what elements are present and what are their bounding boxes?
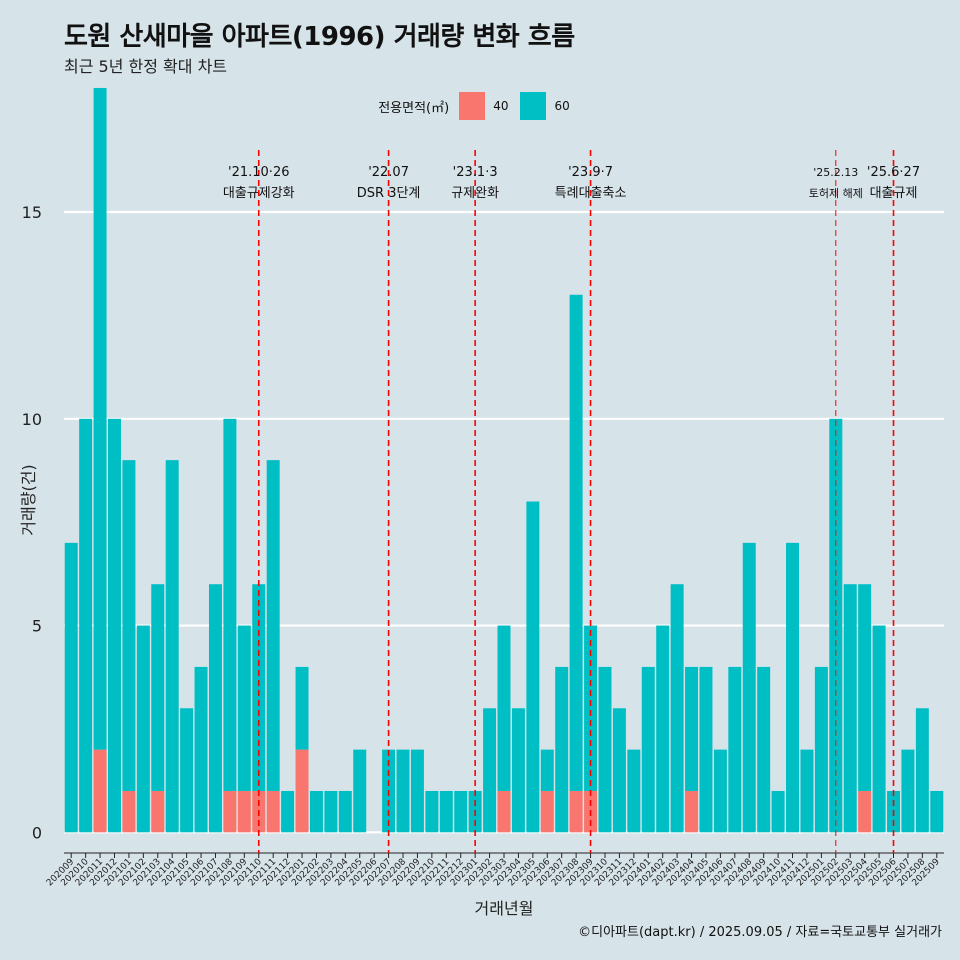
bar-60-202311 <box>612 708 626 833</box>
annotation-date: '23.1·3 <box>453 165 498 180</box>
bar-60-202205 <box>353 749 367 833</box>
annotation-date: '23.9·7 <box>568 165 613 180</box>
bar-60-202201 <box>295 666 309 750</box>
bar-60-202304 <box>511 708 525 833</box>
bar-60-202405 <box>699 666 713 833</box>
chart-subtitle: 최근 5년 한정 확대 차트 <box>64 57 228 76</box>
annotation-label: 규제완화 <box>451 186 499 201</box>
bar-60-202412 <box>800 749 814 833</box>
bar-60-202208 <box>396 749 410 833</box>
bar-60-202106 <box>194 666 208 833</box>
bar-60-202310 <box>598 666 612 833</box>
annotation-date: '25.6·27 <box>867 165 920 180</box>
legend-item-40: 40 <box>459 92 508 120</box>
bar-60-202409 <box>757 666 771 833</box>
bar-60-202302 <box>483 708 497 833</box>
annotation-date: '25.2.13 <box>813 166 858 179</box>
bar-60-202308 <box>569 294 583 791</box>
bar-60-202309 <box>584 625 598 791</box>
bar-60-202210 <box>425 790 439 833</box>
bar-40-202308 <box>569 790 583 833</box>
annotation-date: '22.07 <box>368 165 409 180</box>
bar-40-202201 <box>295 749 309 833</box>
bar-60-202011 <box>93 87 107 750</box>
x-axis-title: 거래년월 <box>475 899 534 918</box>
bar-40-202404 <box>685 790 699 833</box>
bar-60-202307 <box>555 666 569 833</box>
bar-60-202108 <box>223 418 237 791</box>
y-axis-title: 거래량(건) <box>19 464 38 535</box>
bar-60-202102 <box>136 625 150 833</box>
legend-label-60: 60 <box>554 99 570 113</box>
bar-60-202401 <box>641 666 655 833</box>
bar-60-202404 <box>685 666 699 791</box>
bar-60-202107 <box>208 584 222 833</box>
bar-60-202406 <box>713 749 727 833</box>
bar-60-202503 <box>843 584 857 833</box>
annotation-label: 대출규제강화 <box>223 186 295 201</box>
bar-60-202203 <box>324 790 338 833</box>
bar-60-202411 <box>786 542 800 833</box>
bar-60-202009 <box>64 542 78 833</box>
annotation-label: 토허제 해제 <box>809 186 863 200</box>
legend-swatch-60 <box>520 92 547 120</box>
chart-title: 도원 산새마을 아파트(1996) 거래량 변화 흐름 <box>64 22 575 52</box>
bar-60-202312 <box>627 749 641 833</box>
bar-60-202101 <box>122 460 136 791</box>
bar-40-202011 <box>93 749 107 833</box>
bar-60-202504 <box>858 584 872 791</box>
bar-60-202103 <box>151 584 165 791</box>
annotation-label: DSR 3단계 <box>357 186 421 201</box>
y-tick-label: 10 <box>22 410 42 429</box>
bar-60-202505 <box>872 625 886 833</box>
bar-60-202111 <box>266 460 280 791</box>
bar-60-202509 <box>930 790 944 833</box>
bar-40-202108 <box>223 790 237 833</box>
bar-60-202407 <box>728 666 742 833</box>
bar-60-202209 <box>410 749 424 833</box>
bar-60-202408 <box>742 542 756 833</box>
y-tick-label: 5 <box>32 617 42 636</box>
bar-40-202103 <box>151 790 165 833</box>
legend: 전용면적(㎡) 40 60 <box>0 92 960 120</box>
legend-item-60: 60 <box>520 92 570 120</box>
bar-40-202111 <box>266 790 280 833</box>
legend-swatch-40 <box>459 92 486 120</box>
bar-40-202504 <box>858 790 872 833</box>
bar-60-202303 <box>497 625 511 791</box>
bar-60-202501 <box>814 666 828 833</box>
bar-40-202306 <box>540 790 554 833</box>
bar-60-202204 <box>338 790 352 833</box>
annotation-date: '21.10·26 <box>228 165 289 180</box>
bar-60-202402 <box>656 625 670 833</box>
y-tick-label: 0 <box>32 823 42 842</box>
bar-60-202403 <box>670 584 684 833</box>
bar-60-202507 <box>901 749 915 833</box>
bar-60-202012 <box>108 418 121 833</box>
source-caption: ©디아파트(dapt.kr) / 2025.09.05 / 자료=국토교통부 실… <box>578 925 942 940</box>
bar-60-202105 <box>180 708 194 833</box>
bar-60-202010 <box>79 418 93 833</box>
bar-60-202104 <box>165 460 179 833</box>
annotation-label: 특례대출축소 <box>555 186 627 201</box>
annotation-label: 대출규제 <box>870 186 918 201</box>
bar-60-202202 <box>309 790 323 833</box>
bar-60-202112 <box>281 790 295 833</box>
bar-60-202508 <box>915 708 929 833</box>
bar-60-202410 <box>771 790 785 833</box>
bar-40-202303 <box>497 790 511 833</box>
bar-40-202109 <box>237 790 251 833</box>
legend-title: 전용면적(㎡) <box>378 100 450 116</box>
bar-60-202306 <box>540 749 554 791</box>
legend-label-40: 40 <box>493 99 509 113</box>
bar-60-202110 <box>252 584 266 791</box>
bar-60-202212 <box>454 790 468 833</box>
bar-60-202211 <box>439 790 453 833</box>
bar-40-202101 <box>122 790 136 833</box>
bar-60-202109 <box>237 625 251 791</box>
bar-60-202305 <box>526 501 540 833</box>
y-tick-label: 15 <box>22 203 42 222</box>
